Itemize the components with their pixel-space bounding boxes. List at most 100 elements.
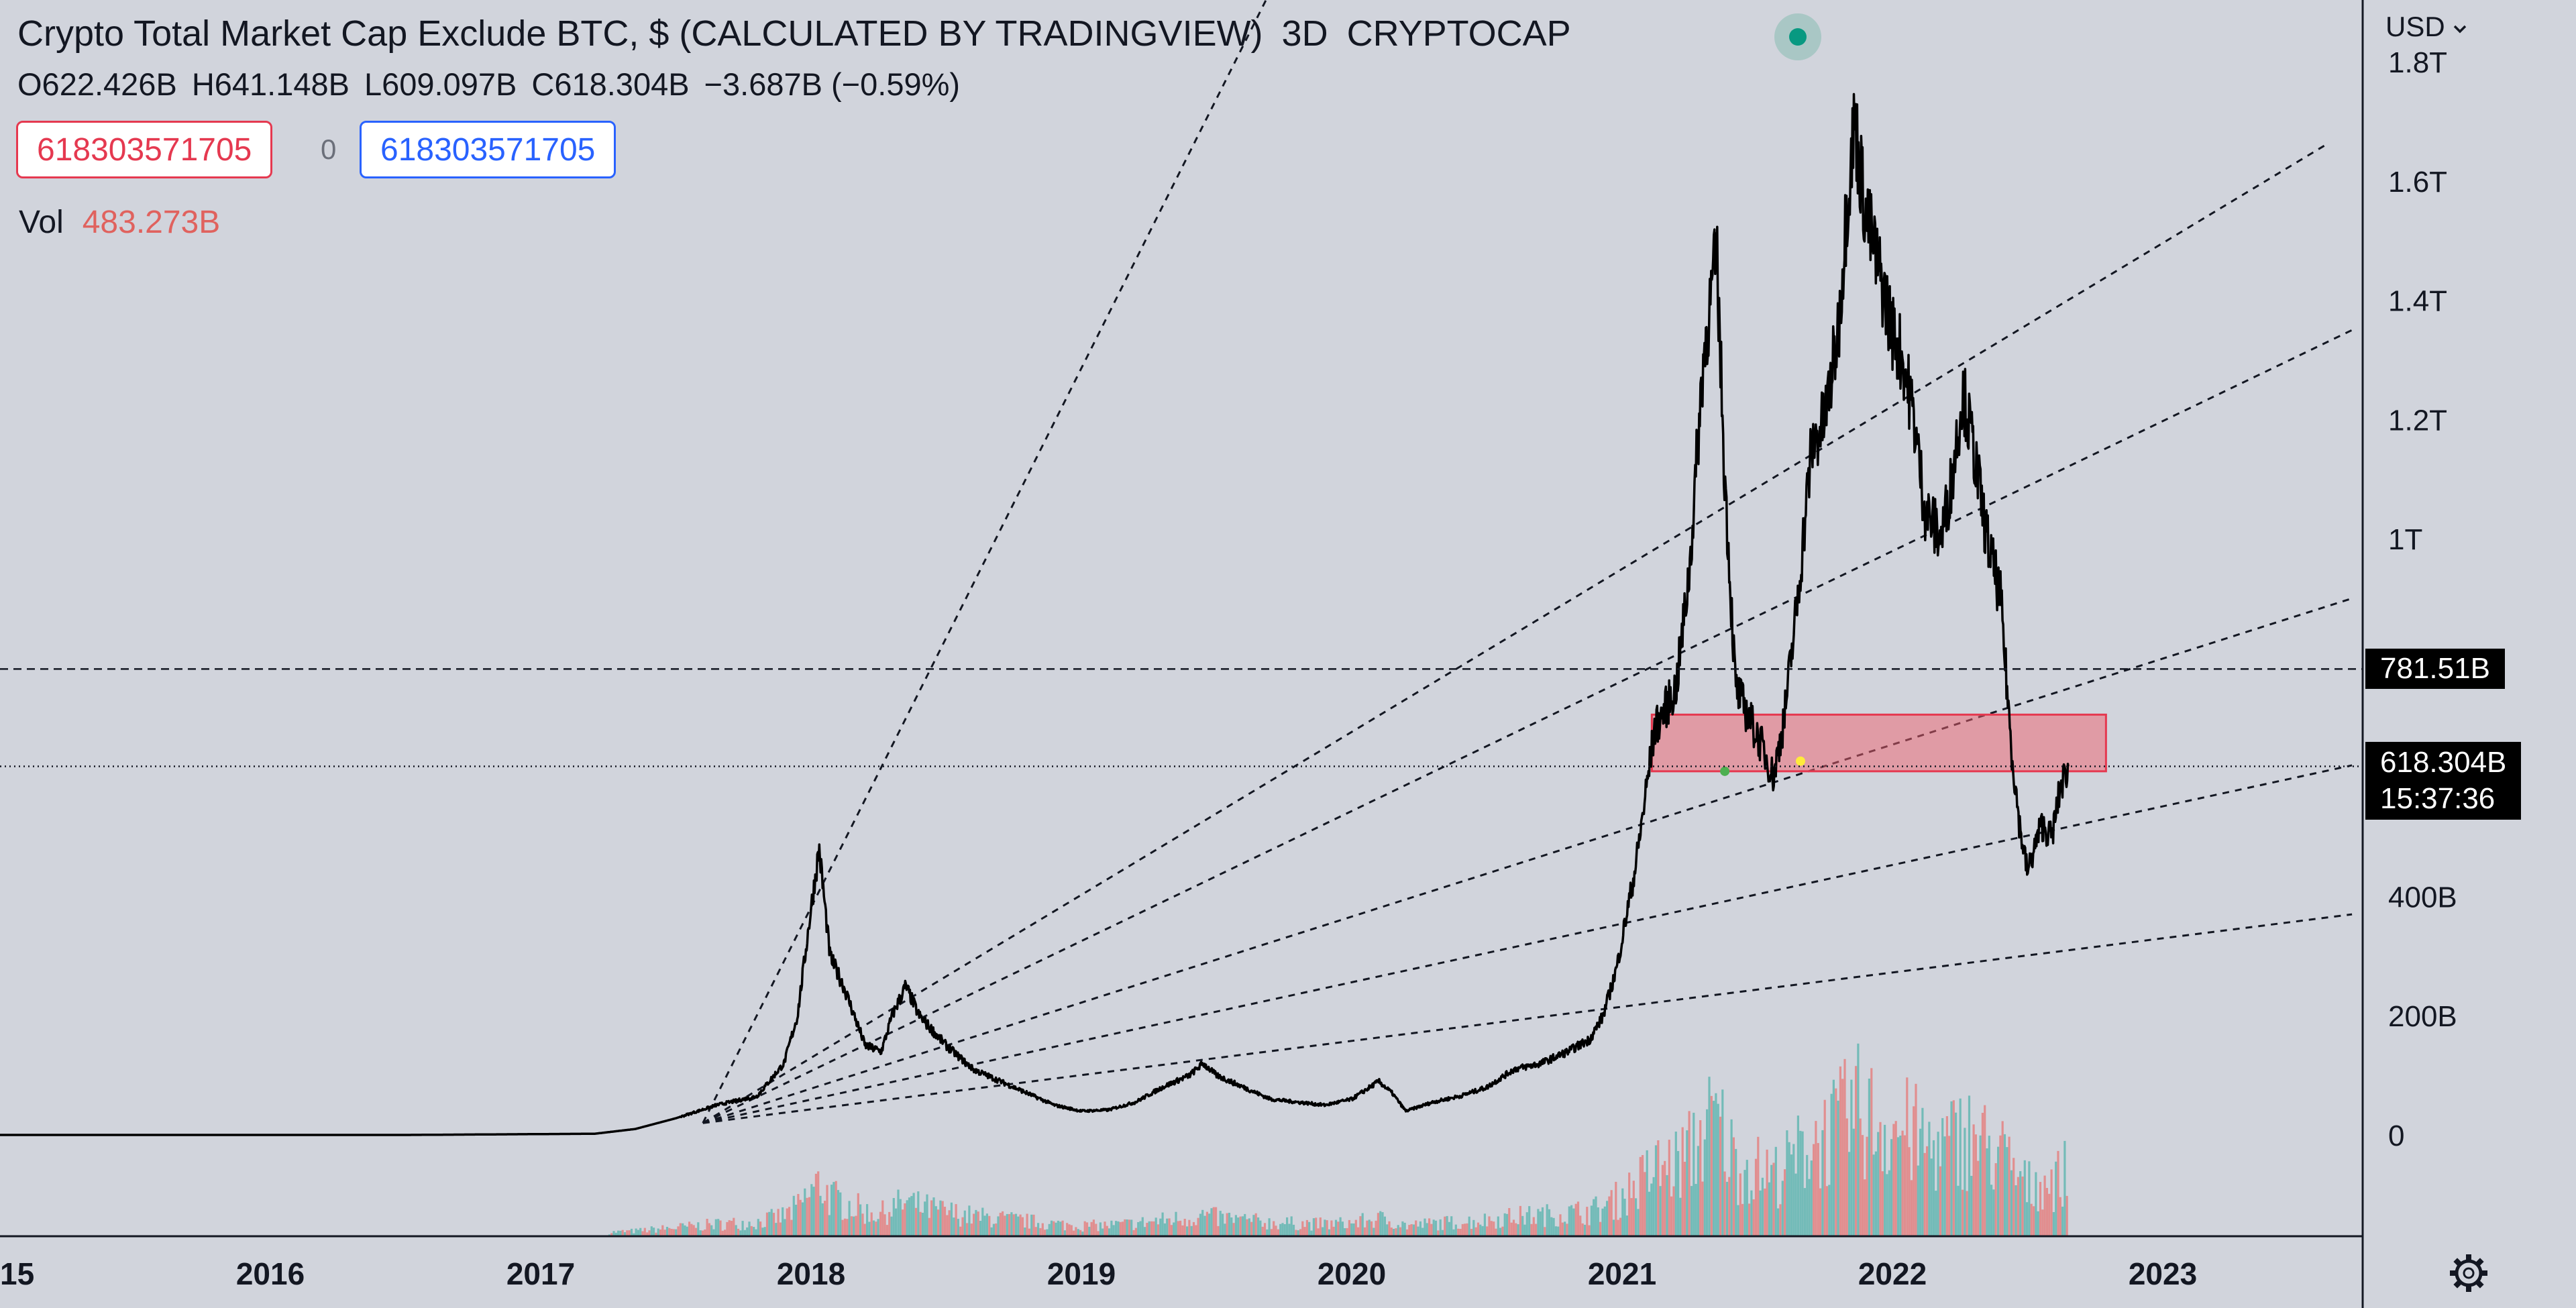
symbol-title[interactable]: Crypto Total Market Cap Exclude BTC, $ (… <box>17 13 1263 54</box>
volume-bar <box>1917 1165 1919 1236</box>
volume-bar <box>1732 1137 1735 1236</box>
volume-bar <box>1955 1112 1957 1236</box>
volume-bar <box>1117 1221 1120 1236</box>
volume-bar <box>694 1228 698 1236</box>
volume-bar <box>1699 1120 1702 1236</box>
volume-bar <box>946 1215 949 1236</box>
currency-selector[interactable]: USD <box>2385 8 2467 46</box>
volume-bar <box>835 1181 837 1236</box>
volume-bar <box>2055 1161 2057 1236</box>
volume-bar <box>1288 1223 1291 1236</box>
volume-bar <box>1635 1198 1638 1236</box>
volume-bar <box>1646 1150 1648 1236</box>
horizontal-line-label[interactable]: 781.51B <box>2365 649 2505 690</box>
volume-bar <box>784 1219 786 1236</box>
volume-bar <box>772 1213 775 1236</box>
time-tick-label: 2022 <box>1858 1256 1927 1291</box>
volume-bar <box>1201 1209 1204 1236</box>
volume-bar <box>1246 1219 1248 1236</box>
volume-bar <box>1906 1077 1909 1236</box>
volume-bar <box>1226 1213 1228 1236</box>
resistance-zone[interactable] <box>1650 713 2107 773</box>
volume-bars <box>608 1043 2068 1236</box>
volume-bar <box>1619 1217 1622 1236</box>
volume-bar <box>1332 1226 1335 1236</box>
open-value: O622.426B <box>17 66 177 102</box>
volume-bar <box>628 1230 631 1236</box>
volume-bar <box>1632 1181 1635 1236</box>
volume-bar <box>1063 1230 1066 1236</box>
volume-bar <box>1183 1219 1186 1236</box>
horizontal-line-price: 781.51B <box>2380 652 2490 686</box>
interval-label[interactable]: 3D <box>1281 13 1328 54</box>
volume-bar <box>1957 1185 1960 1236</box>
volume-bar <box>1474 1227 1477 1236</box>
volume-bar <box>1748 1203 1751 1236</box>
volume-bar <box>1708 1077 1711 1236</box>
chart-title-row[interactable]: Crypto Total Market Cap Exclude BTC, $ (… <box>17 11 1590 56</box>
volume-bar <box>943 1207 947 1236</box>
volume-bar <box>2045 1188 2048 1236</box>
volume-bar <box>1454 1224 1457 1236</box>
volume-bar <box>1850 1079 1853 1236</box>
volume-bar <box>1650 1183 1653 1236</box>
volume-bar <box>2063 1140 2066 1236</box>
volume-bar <box>1134 1228 1137 1236</box>
volume-bar <box>1205 1211 1208 1236</box>
fan-lines <box>702 0 2353 1124</box>
volume-bar <box>1102 1228 1104 1236</box>
volume-bar <box>1104 1221 1106 1236</box>
volume-bar <box>701 1230 704 1236</box>
horizontal-lines <box>0 668 2363 767</box>
volume-bar <box>1341 1221 1344 1236</box>
volume-bar <box>1981 1113 1984 1236</box>
zone-rectangle[interactable] <box>1650 713 2107 773</box>
volume-bar <box>1039 1228 1042 1236</box>
volume-bar <box>1175 1211 1177 1236</box>
volume-bar <box>1644 1172 1646 1236</box>
volume-bar <box>1574 1203 1577 1236</box>
volume-bar <box>1085 1222 1089 1236</box>
volume-bar <box>1864 1179 1866 1236</box>
volume-bar <box>1601 1208 1604 1236</box>
volume-bar <box>1945 1116 1948 1236</box>
volume-bar <box>1452 1229 1455 1236</box>
volume-bar <box>2003 1134 2006 1236</box>
volume-bar <box>741 1221 744 1236</box>
volume-bar <box>1273 1221 1275 1236</box>
volume-bar <box>973 1213 975 1236</box>
volume-legend[interactable]: Vol 483.273B <box>19 201 220 244</box>
volume-bar <box>975 1209 977 1236</box>
volume-bar <box>1739 1173 1741 1236</box>
volume-bar <box>1472 1219 1475 1236</box>
volume-bar <box>1053 1221 1055 1236</box>
gear-icon[interactable] <box>2450 1254 2487 1292</box>
volume-bar <box>1403 1222 1406 1236</box>
volume-bar <box>1006 1213 1008 1236</box>
volume-bar <box>1261 1226 1264 1236</box>
volume-bar <box>1159 1218 1162 1236</box>
volume-bar <box>948 1210 951 1236</box>
volume-bar <box>866 1204 869 1236</box>
volume-bar <box>1510 1222 1513 1236</box>
volume-bar <box>1241 1216 1244 1236</box>
volume-bar <box>1777 1208 1780 1236</box>
volume-bar <box>1030 1214 1033 1236</box>
volume-bar <box>1493 1221 1495 1236</box>
volume-bar <box>684 1225 686 1236</box>
volume-bar <box>1434 1220 1438 1236</box>
volume-bar <box>1466 1223 1468 1236</box>
volume-bar <box>1155 1217 1157 1236</box>
buy-button[interactable]: 618303571705 <box>360 121 616 178</box>
volume-bar <box>1590 1205 1593 1236</box>
time-tick-label: 2023 <box>2129 1256 2197 1291</box>
volume-bar <box>1354 1219 1357 1236</box>
sell-button[interactable]: 618303571705 <box>16 121 273 178</box>
volume-bar <box>1606 1201 1609 1236</box>
market-status-icon[interactable] <box>1774 13 1821 60</box>
volume-bar <box>1715 1093 1717 1236</box>
volume-bar <box>1723 1171 1726 1236</box>
volume-bar <box>1654 1145 1658 1236</box>
volume-bar <box>855 1215 857 1236</box>
